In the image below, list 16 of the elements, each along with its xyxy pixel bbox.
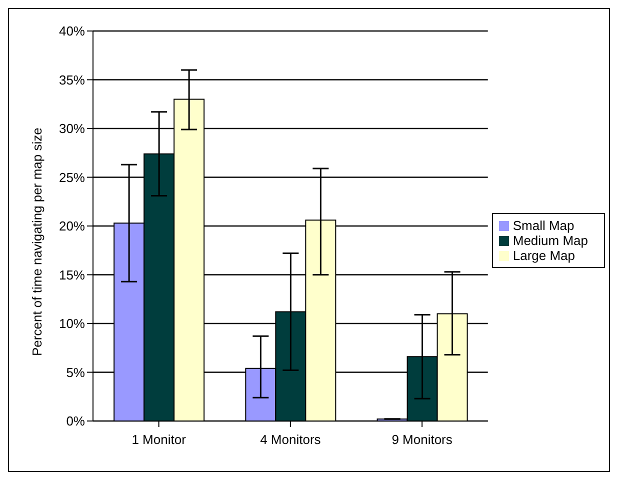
y-tick-label: 40% [58, 24, 86, 39]
x-tick-label: 9 Monitors [392, 432, 453, 448]
legend-label: Medium Map [512, 232, 588, 248]
y-tick-label: 35% [58, 72, 86, 88]
y-tick-label: 20% [58, 218, 86, 234]
y-tick-label: 30% [58, 121, 86, 136]
legend-label: Small Map [512, 218, 574, 232]
y-tick-label: 10% [58, 316, 86, 332]
y-tick-label: 0% [66, 414, 86, 429]
y-tick-label: 5% [66, 364, 86, 380]
x-tick-label: 4 Monitors [260, 432, 322, 448]
y-tick-label: 15% [58, 267, 86, 282]
y-axis-title: Percent of time navigating per map size [30, 128, 45, 356]
legend-label: Large Map [512, 248, 576, 262]
y-tick-label: 25% [58, 170, 86, 185]
x-tick-label: 1 Monitor [132, 432, 187, 448]
